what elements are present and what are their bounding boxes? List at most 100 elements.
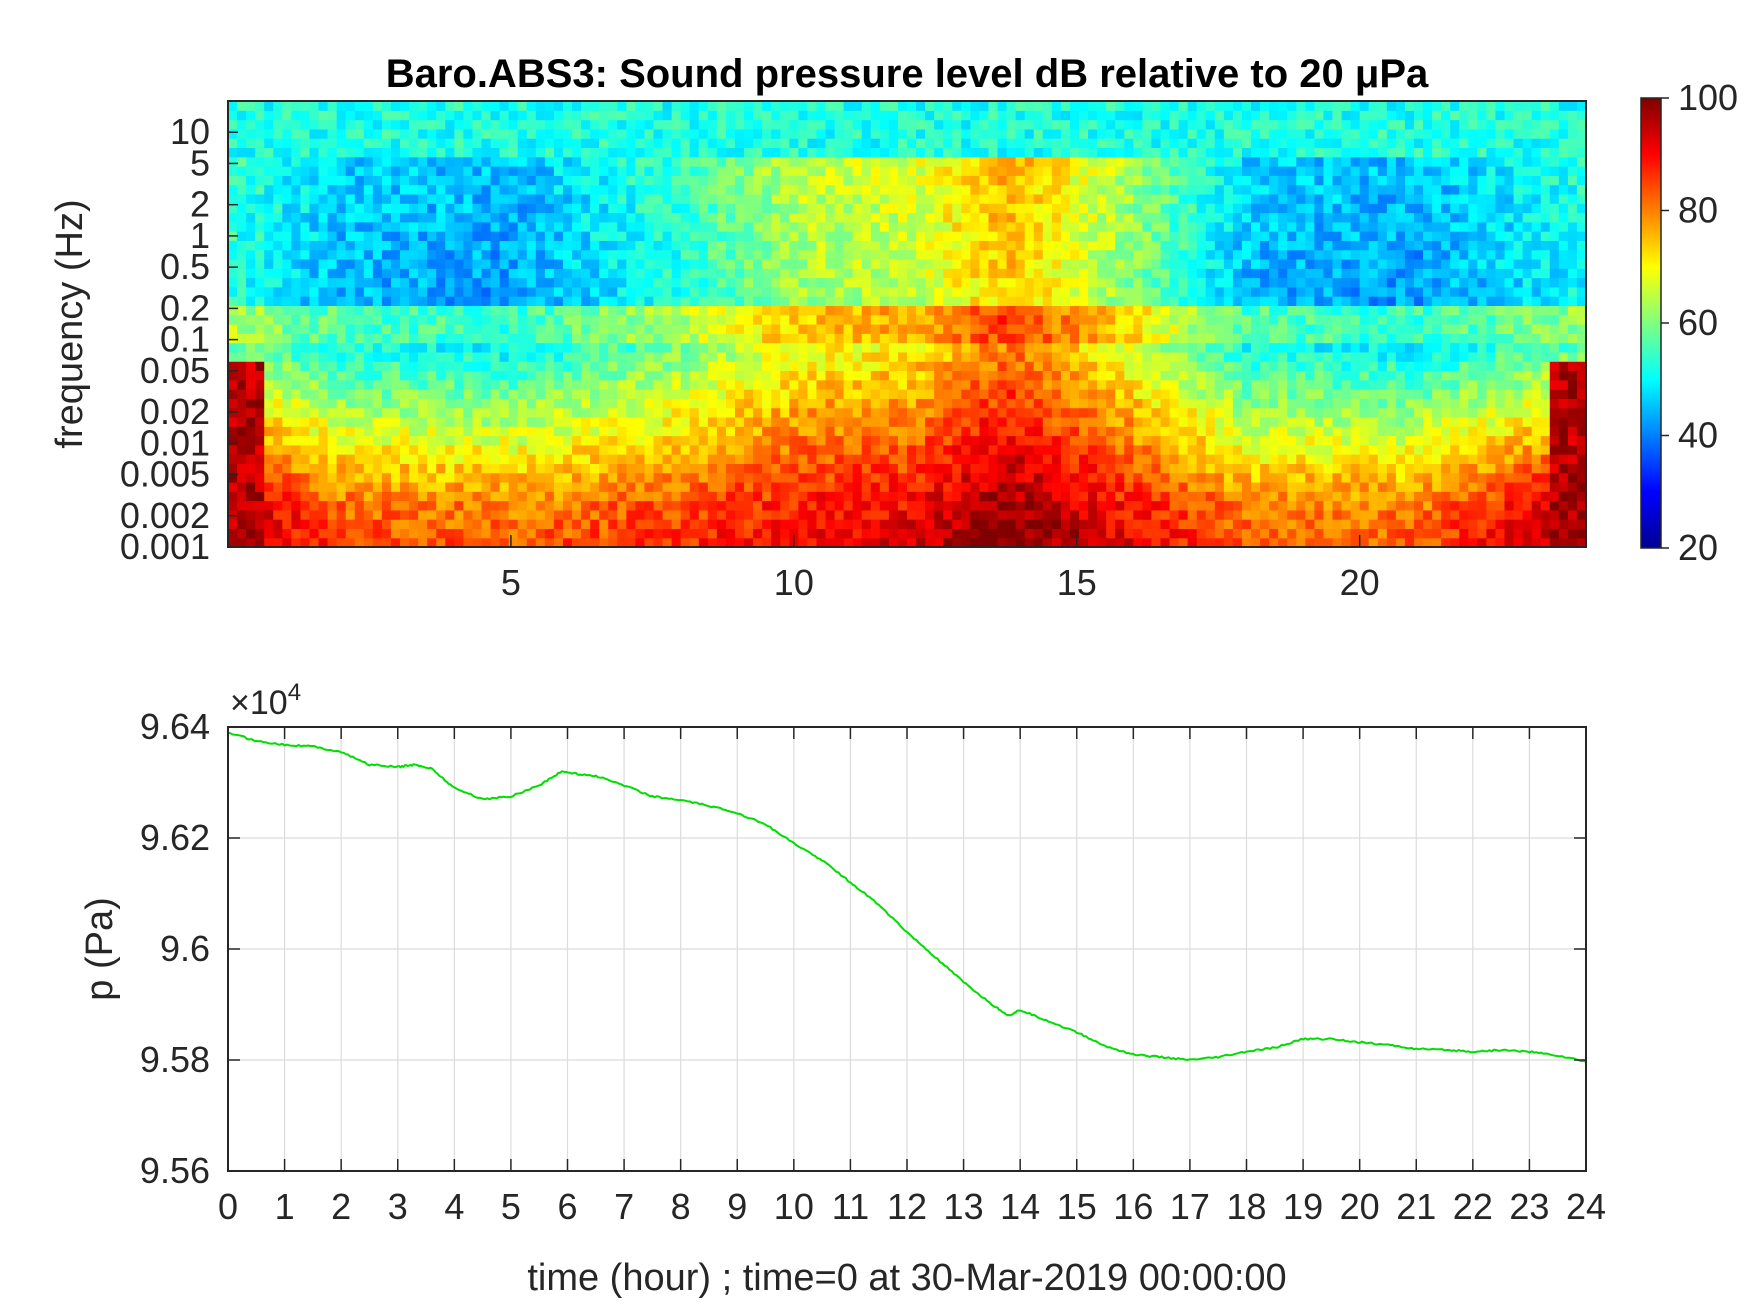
spectrogram-cell	[979, 342, 990, 353]
spectrogram-cell	[843, 500, 854, 511]
spectrogram-cell	[345, 147, 356, 158]
spectrogram-cell	[897, 166, 908, 176]
spectrogram-cell	[553, 249, 564, 260]
spectrogram-cell	[680, 128, 691, 139]
spectrogram-cell	[771, 416, 781, 427]
spectrogram-cell	[1124, 509, 1134, 520]
spectrogram-cell	[1060, 519, 1071, 530]
spectrogram-cell	[1142, 166, 1153, 176]
spectrogram-cell	[1124, 500, 1134, 511]
spectrogram-cell	[400, 119, 410, 130]
spectrogram-cell	[1024, 119, 1035, 130]
spectrogram-cell	[798, 537, 809, 547]
spectrogram-cell	[1124, 286, 1134, 297]
spectrogram-cell	[390, 389, 401, 399]
spectrogram-cell	[698, 286, 709, 297]
spectrogram-cell	[734, 528, 745, 539]
spectrogram-cell	[463, 379, 474, 390]
spectrogram-cell	[1160, 175, 1171, 186]
spectrogram-cell	[1069, 472, 1080, 483]
spectrogram-cell	[1042, 305, 1053, 316]
spectrogram-cell	[1060, 389, 1071, 399]
spectrogram-cell	[1097, 333, 1107, 344]
spectrogram-cell	[445, 305, 455, 316]
spectrogram-cell	[644, 519, 655, 530]
spectrogram-cell	[753, 351, 763, 362]
spectrogram-cell	[454, 509, 464, 520]
spectrogram-cell	[671, 258, 682, 269]
spectrogram-cell	[662, 351, 673, 362]
spectrogram-cell	[581, 463, 591, 474]
spectrogram-cell	[562, 509, 573, 520]
spectrogram-cell	[436, 231, 446, 241]
spectrogram-cell	[553, 221, 564, 232]
spectrogram-cell	[907, 342, 917, 353]
spectrogram-cell	[916, 156, 926, 167]
spectrogram-cell	[354, 370, 365, 381]
spectrogram-cell	[816, 426, 827, 437]
spectrogram-cell	[907, 444, 917, 455]
spectrogram-cell	[1079, 147, 1089, 158]
spectrogram-cell	[843, 268, 854, 279]
spectrogram-cell	[454, 537, 464, 547]
spectrogram-cell	[336, 500, 347, 511]
spectrogram-cell	[472, 333, 483, 344]
spectrogram-cell	[1115, 407, 1125, 418]
spectrogram-cell	[988, 138, 999, 149]
spectrogram-cell	[418, 240, 428, 251]
spectrogram-cell	[1069, 166, 1080, 176]
spectrogram-cell	[744, 389, 754, 399]
spectrogram-cell	[888, 249, 899, 260]
spectrogram-cell	[400, 500, 410, 511]
spectrogram-cell	[1160, 110, 1171, 121]
spectrogram-cell	[544, 166, 555, 176]
spectrogram-cell	[807, 231, 818, 241]
spectrogram-cell	[1133, 175, 1143, 186]
spectrogram-cell	[472, 240, 483, 251]
spectrogram-cell	[1160, 156, 1171, 167]
spectrogram-cell	[907, 398, 917, 409]
spectrogram-cell	[671, 435, 682, 446]
spectrogram-cell	[318, 333, 329, 344]
spectrogram-cell	[979, 119, 990, 130]
spectrogram-cell	[952, 370, 962, 381]
spectrogram-cell	[979, 324, 990, 334]
spectrogram-cell	[544, 110, 555, 121]
spectrogram-cell	[572, 314, 582, 325]
spectrogram-cell	[617, 277, 627, 288]
spectrogram-cell	[698, 379, 709, 390]
spectrogram-cell	[291, 277, 302, 288]
spectrogram-cell	[490, 147, 501, 158]
spectrogram-cell	[707, 370, 718, 381]
spectrogram-cell	[381, 193, 392, 204]
spectrogram-cell	[472, 212, 483, 223]
spectrogram-cell	[599, 138, 609, 149]
spectrogram-cell	[535, 138, 546, 149]
spectrogram-cell	[1088, 296, 1098, 307]
spectrogram-cell	[662, 221, 673, 232]
spectrogram-cell	[544, 175, 555, 186]
spectrogram-cell	[852, 221, 863, 232]
spectrogram-cell	[807, 286, 818, 297]
spectrogram-cell	[345, 342, 356, 353]
spectrogram-cell	[400, 472, 410, 483]
spectrogram-cell	[273, 305, 283, 316]
spectrogram-cell	[771, 379, 781, 390]
spectrogram-cell	[789, 286, 799, 297]
spectrogram-cell	[327, 286, 338, 297]
spectrogram-cell	[499, 277, 510, 288]
spectrogram-cell	[689, 193, 700, 204]
spectrogram-cell	[725, 166, 736, 176]
spectrogram-cell	[1006, 333, 1017, 344]
spectrogram-cell	[1160, 184, 1171, 195]
spectrogram-cell	[798, 286, 809, 297]
spectrogram-cell	[354, 500, 365, 511]
spectrogram-cell	[807, 193, 818, 204]
spectrogram-cell	[771, 156, 781, 167]
spectrogram-cell	[852, 342, 863, 353]
spectrogram-cell	[1051, 426, 1062, 437]
spectrogram-cell	[1124, 389, 1134, 399]
spectrogram-cell	[291, 361, 302, 372]
spectrogram-cell	[291, 166, 302, 176]
spectrogram-cell	[879, 101, 890, 111]
